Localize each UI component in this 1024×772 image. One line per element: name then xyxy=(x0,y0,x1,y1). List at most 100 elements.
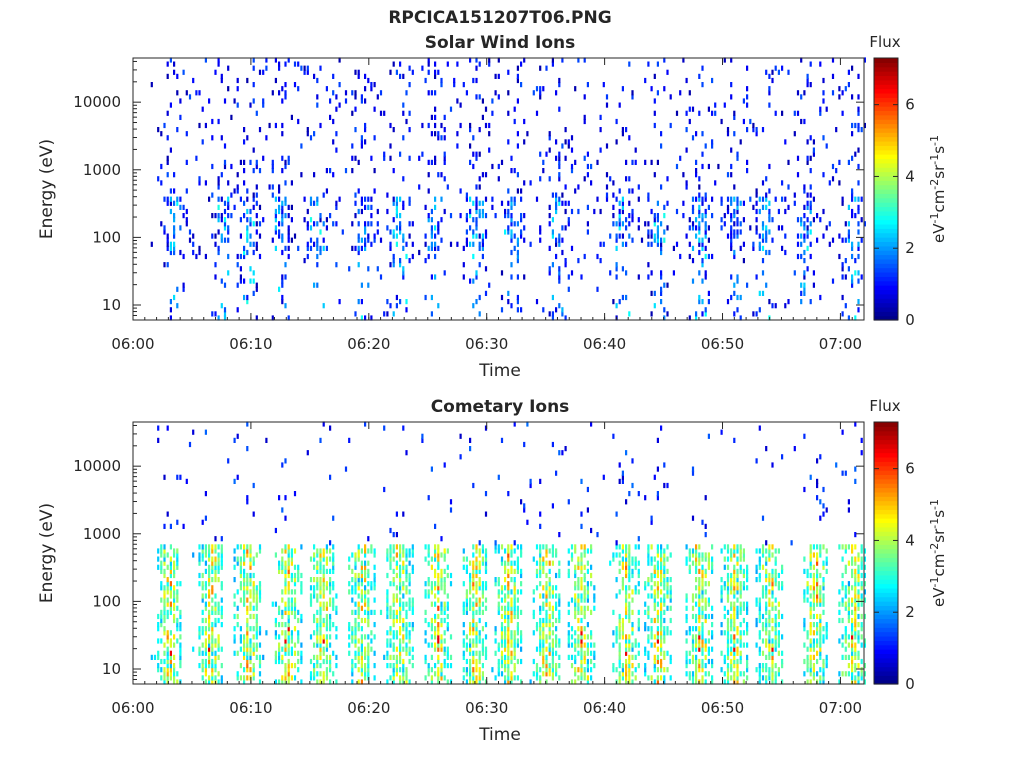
flux-cell xyxy=(386,651,388,656)
flux-cell xyxy=(654,111,656,116)
flux-cell xyxy=(701,606,703,611)
flux-cell xyxy=(447,593,449,598)
flux-cell xyxy=(259,254,261,259)
flux-cell xyxy=(584,606,586,611)
flux-cell xyxy=(545,561,547,566)
flux-cell xyxy=(816,614,818,619)
flux-cell xyxy=(214,234,216,239)
flux-cell xyxy=(313,221,315,226)
flux-cell xyxy=(291,548,293,553)
flux-cell xyxy=(733,438,735,443)
flux-cell xyxy=(794,201,796,206)
flux-cell xyxy=(412,622,414,627)
colorbar-segment xyxy=(874,263,898,268)
flux-cell xyxy=(275,225,277,230)
flux-cell xyxy=(399,197,401,202)
flux-cell xyxy=(775,557,777,562)
flux-cell xyxy=(183,254,185,259)
flux-cell xyxy=(396,561,398,566)
flux-cell xyxy=(316,197,318,202)
flux-cell xyxy=(358,188,360,193)
flux-cell xyxy=(765,548,767,553)
flux-cell xyxy=(450,507,452,512)
flux-cell xyxy=(469,225,471,230)
flux-cell xyxy=(558,663,560,668)
flux-cell xyxy=(281,507,283,512)
flux-cell xyxy=(176,618,178,623)
flux-cell xyxy=(781,614,783,619)
flux-cell xyxy=(396,630,398,635)
flux-cell xyxy=(386,663,388,668)
flux-cell xyxy=(561,143,563,148)
flux-cell xyxy=(380,610,382,615)
flux-cell xyxy=(813,148,815,153)
flux-cell xyxy=(813,638,815,643)
flux-cell xyxy=(358,593,360,598)
flux-cell xyxy=(472,638,474,643)
flux-cell xyxy=(281,462,283,467)
flux-cell xyxy=(555,634,557,639)
flux-cell xyxy=(377,229,379,234)
flux-cell xyxy=(698,184,700,189)
flux-cell xyxy=(198,90,200,95)
flux-cell xyxy=(167,426,169,431)
flux-cell xyxy=(781,581,783,586)
flux-cell xyxy=(771,78,773,83)
flux-cell xyxy=(157,622,159,627)
flux-cell xyxy=(832,164,834,169)
flux-cell xyxy=(482,557,484,562)
flux-cell xyxy=(205,602,207,607)
flux-cell xyxy=(619,643,621,648)
flux-cell xyxy=(402,602,404,607)
flux-cell xyxy=(721,651,723,656)
flux-cell xyxy=(214,675,216,680)
flux-cell xyxy=(517,295,519,300)
flux-cell xyxy=(520,307,522,312)
flux-cell xyxy=(584,115,586,120)
flux-cell xyxy=(590,180,592,185)
flux-cell xyxy=(797,156,799,161)
flux-cell xyxy=(316,618,318,623)
flux-cell xyxy=(657,225,659,230)
flux-cell xyxy=(281,589,283,594)
flux-cell xyxy=(743,201,745,206)
flux-cell xyxy=(507,201,509,206)
flux-cell xyxy=(335,655,337,660)
flux-cell xyxy=(549,569,551,574)
flux-cell xyxy=(822,503,824,508)
flux-cell xyxy=(284,458,286,463)
flux-cell xyxy=(654,618,656,623)
flux-cell xyxy=(733,291,735,296)
flux-cell xyxy=(444,602,446,607)
flux-cell xyxy=(708,614,710,619)
flux-cell xyxy=(402,659,404,664)
flux-cell xyxy=(364,123,366,128)
flux-cell xyxy=(326,655,328,660)
y-tick-label: 1000 xyxy=(83,161,121,179)
flux-cell xyxy=(300,651,302,656)
flux-cell xyxy=(326,569,328,574)
flux-cell xyxy=(428,577,430,582)
flux-cell xyxy=(819,217,821,222)
colorbar-tick-label: 0 xyxy=(905,311,915,329)
flux-cell xyxy=(695,225,697,230)
flux-cell xyxy=(485,107,487,112)
flux-cell xyxy=(396,647,398,652)
flux-cell xyxy=(479,242,481,247)
flux-cell xyxy=(329,598,331,603)
flux-cell xyxy=(313,552,315,557)
flux-cell xyxy=(857,307,859,312)
flux-cell xyxy=(466,589,468,594)
flux-cell xyxy=(275,528,277,533)
flux-cell xyxy=(612,299,614,304)
flux-cell xyxy=(440,634,442,639)
flux-cell xyxy=(568,217,570,222)
flux-cell xyxy=(412,254,414,259)
flux-cell xyxy=(768,74,770,79)
flux-cell xyxy=(514,569,516,574)
flux-cell xyxy=(281,250,283,255)
flux-cell xyxy=(584,643,586,648)
flux-cell xyxy=(622,663,624,668)
flux-cell xyxy=(440,238,442,243)
flux-cell xyxy=(240,675,242,680)
